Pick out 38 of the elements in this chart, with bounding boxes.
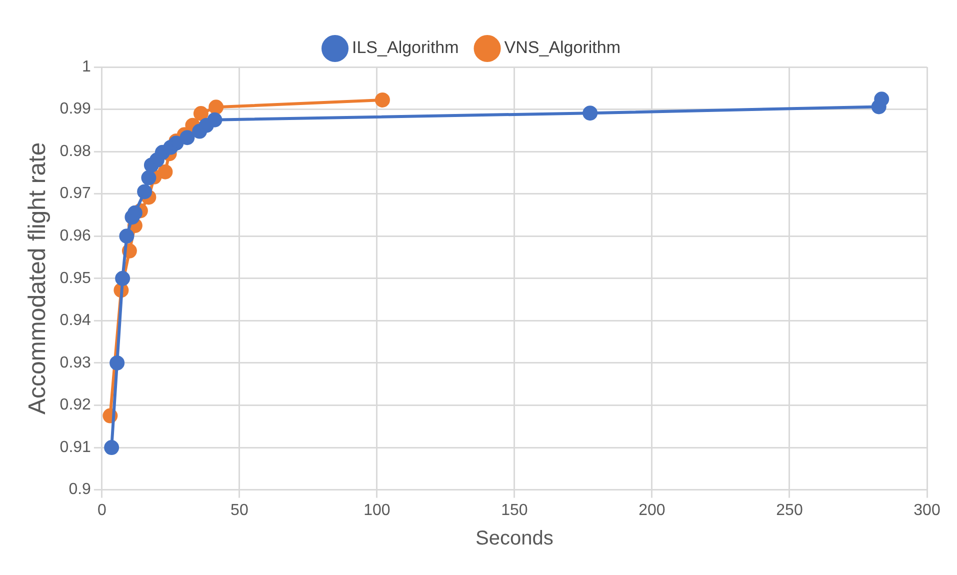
point — [208, 100, 224, 115]
y-tick-label: 1 — [82, 58, 92, 76]
point — [104, 440, 120, 456]
y-tick-label: 0.91 — [60, 438, 92, 456]
point — [158, 164, 173, 180]
y-tick-label: 0.93 — [60, 354, 92, 372]
x-tick-label: 100 — [364, 502, 390, 519]
point — [141, 170, 156, 186]
y-tick-label: 0.92 — [60, 396, 92, 414]
x-tick-label: 150 — [501, 502, 528, 519]
y-tick-label: 0.96 — [60, 228, 92, 245]
point — [582, 106, 598, 121]
point — [374, 92, 390, 108]
y-tick-label: 0.98 — [60, 142, 92, 160]
x-tick-label: 250 — [776, 502, 803, 519]
x-tick-label: 300 — [914, 502, 940, 519]
y-tick-label: 0.9 — [68, 481, 92, 498]
point — [110, 355, 125, 370]
point — [193, 106, 208, 122]
x-axis-title: Seconds — [476, 528, 554, 550]
point — [180, 130, 195, 146]
x-tick-label: 200 — [638, 502, 666, 519]
point — [115, 270, 130, 286]
point — [119, 228, 134, 244]
point — [874, 92, 890, 107]
x-tick-label: 50 — [230, 502, 248, 519]
point — [207, 112, 222, 128]
y-tick-label: 0.97 — [60, 185, 92, 202]
y-axis-title: Accommodated flight rate — [24, 142, 52, 414]
y-tick-label: 0.99 — [60, 100, 92, 118]
point — [168, 136, 184, 151]
y-tick-label: 0.94 — [60, 312, 92, 330]
point — [127, 205, 142, 220]
x-tick-label: 0 — [97, 502, 106, 519]
legend-label: VNS_Algorithm — [504, 38, 620, 58]
legend-label: ILS_Algorithm — [352, 38, 459, 58]
point — [137, 184, 152, 200]
y-tick-label: 0.95 — [60, 270, 92, 287]
